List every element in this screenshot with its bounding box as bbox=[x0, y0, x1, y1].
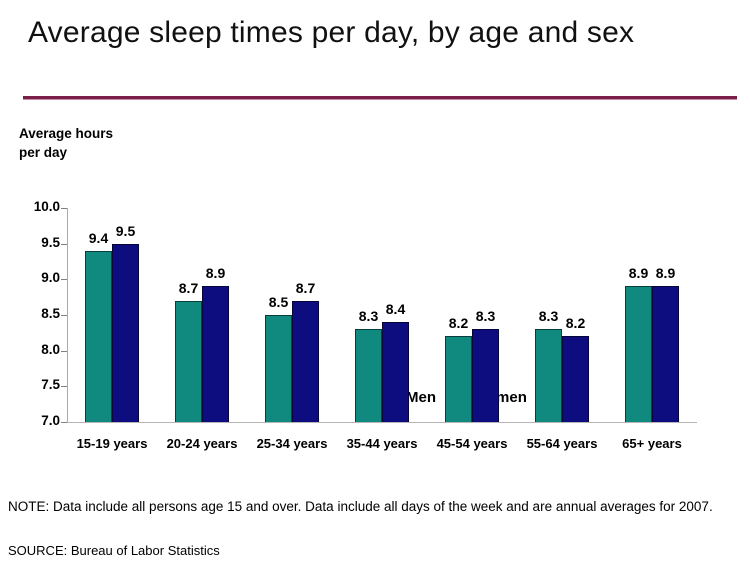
y-tick-mark bbox=[61, 350, 67, 352]
bar-value-label-women-65plus-years: 8.9 bbox=[655, 265, 676, 281]
page-title: Average sleep times per day, by age and … bbox=[28, 16, 635, 49]
bar-women-35-44-years bbox=[382, 322, 409, 422]
bar-men-25-34-years bbox=[265, 315, 292, 422]
bar-value-label-men-55-64-years: 8.3 bbox=[538, 308, 559, 324]
bar-women-45-54-years bbox=[472, 329, 499, 422]
bar-women-25-34-years bbox=[292, 301, 319, 422]
x-category-label-35-44-years: 35-44 years bbox=[346, 436, 418, 451]
bar-men-55-64-years bbox=[535, 329, 562, 422]
x-category-label-65plus-years: 65+ years bbox=[622, 436, 682, 451]
y-axis-title: Average hours per day bbox=[19, 126, 114, 160]
bar-value-label-women-55-64-years: 8.2 bbox=[565, 315, 586, 331]
bar-women-65plus-years bbox=[652, 286, 679, 422]
source-text: SOURCE: Bureau of Labor Statistics bbox=[8, 543, 220, 558]
note-text: NOTE: Data include all persons age 15 an… bbox=[8, 499, 713, 514]
y-tick-mark bbox=[61, 315, 67, 316]
bar-men-65plus-years bbox=[625, 286, 652, 422]
y-tick-mark bbox=[61, 279, 67, 281]
bar-value-label-women-20-24-years: 8.9 bbox=[205, 265, 226, 281]
y-tick-mark bbox=[61, 422, 67, 423]
bar-value-label-men-20-24-years: 8.7 bbox=[178, 280, 199, 296]
bar-value-label-women-25-34-years: 8.7 bbox=[295, 280, 316, 296]
y-tick-label: 8.0 bbox=[41, 341, 60, 357]
x-category-label-55-64-years: 55-64 years bbox=[526, 436, 598, 451]
bar-women-55-64-years bbox=[562, 336, 589, 422]
bar-value-label-women-45-54-years: 8.3 bbox=[475, 308, 496, 324]
x-category-label-20-24-years: 20-24 years bbox=[166, 436, 238, 451]
x-axis-line bbox=[67, 422, 697, 423]
bar-value-label-men-35-44-years: 8.3 bbox=[358, 308, 379, 324]
title-underline bbox=[23, 96, 737, 100]
bar-value-label-men-45-54-years: 8.2 bbox=[448, 315, 469, 331]
bar-women-15-19-years bbox=[112, 244, 139, 422]
y-tick-label: 10.0 bbox=[33, 199, 60, 214]
x-category-label-45-54-years: 45-54 years bbox=[436, 436, 508, 451]
bar-men-20-24-years bbox=[175, 301, 202, 422]
legend-label-men: Men bbox=[406, 388, 436, 406]
bar-value-label-women-35-44-years: 8.4 bbox=[385, 301, 406, 317]
y-tick-label: 7.5 bbox=[41, 377, 60, 393]
y-tick-mark bbox=[61, 208, 67, 209]
bar-value-label-men-25-34-years: 8.5 bbox=[268, 294, 289, 310]
bar-value-label-men-65plus-years: 8.9 bbox=[628, 265, 649, 281]
x-category-label-15-19-years: 15-19 years bbox=[76, 436, 148, 451]
bar-men-15-19-years bbox=[85, 251, 112, 422]
bar-value-label-women-15-19-years: 9.5 bbox=[115, 223, 136, 239]
y-axis-line bbox=[67, 208, 68, 422]
x-category-label-25-34-years: 25-34 years bbox=[256, 436, 328, 451]
bar-value-label-men-15-19-years: 9.4 bbox=[88, 230, 109, 246]
y-tick-label: 9.0 bbox=[41, 270, 60, 286]
bar-chart: Men Women 10.0 9.5 9.0 8.5 8.0 7.5 7.0 9.4 9.5 15-… bbox=[0, 190, 750, 465]
y-tick-mark bbox=[61, 243, 67, 245]
y-tick-label: 8.5 bbox=[41, 306, 60, 321]
y-tick-label: 9.5 bbox=[41, 234, 60, 250]
y-tick-mark bbox=[61, 386, 67, 388]
bar-men-35-44-years bbox=[355, 329, 382, 422]
bar-men-45-54-years bbox=[445, 336, 472, 422]
y-tick-label: 7.0 bbox=[41, 413, 60, 428]
bar-women-20-24-years bbox=[202, 286, 229, 422]
